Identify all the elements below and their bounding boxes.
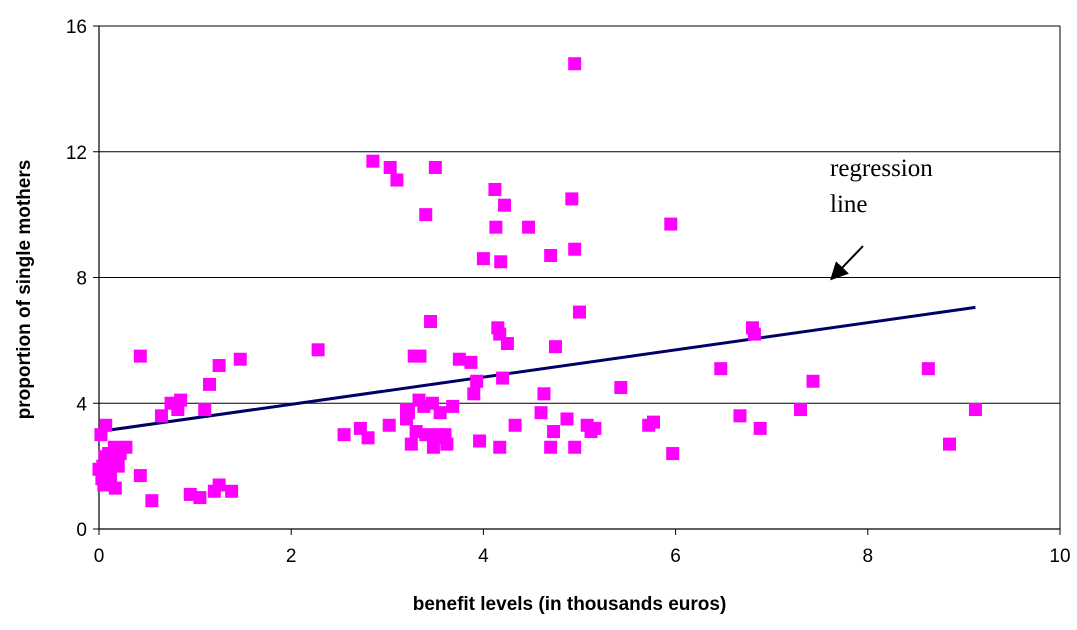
data-point <box>419 208 433 222</box>
data-point <box>99 418 113 432</box>
data-point <box>921 362 935 376</box>
data-point <box>493 440 507 454</box>
data-point <box>467 387 481 401</box>
y-axis-title: proportion of single mothers <box>14 160 35 420</box>
data-point <box>666 447 680 461</box>
data-point <box>452 352 466 366</box>
data-point <box>489 220 503 234</box>
data-point <box>440 437 454 451</box>
data-point <box>488 182 502 196</box>
data-point <box>108 481 122 495</box>
data-point <box>544 248 558 262</box>
data-point <box>464 355 478 369</box>
data-point <box>494 255 508 269</box>
data-point <box>508 418 522 432</box>
data-point <box>337 428 351 442</box>
axes: 0 4 8 12 16 0 2 4 6 8 10 <box>66 17 1071 567</box>
data-point <box>133 349 147 363</box>
data-point <box>193 491 207 505</box>
data-point <box>401 406 415 420</box>
annotation-text-line: regression <box>830 155 933 182</box>
data-point <box>588 421 602 435</box>
data-point <box>212 478 226 492</box>
data-point <box>500 337 514 351</box>
data-point <box>203 377 217 391</box>
x-tick-label: 6 <box>670 546 681 567</box>
data-point <box>794 403 808 417</box>
data-point <box>470 374 484 388</box>
annotation-text-line: line <box>830 191 868 218</box>
data-point <box>747 327 761 341</box>
data-point <box>433 406 447 420</box>
data-point <box>390 173 404 187</box>
data-point <box>806 374 820 388</box>
data-point <box>473 434 487 448</box>
x-tick-label: 10 <box>1049 546 1070 567</box>
data-point <box>573 305 586 319</box>
data-point <box>446 399 460 413</box>
data-point <box>382 418 396 432</box>
data-point <box>119 440 133 454</box>
data-point <box>498 198 512 212</box>
y-tick-label: 8 <box>76 269 87 290</box>
data-point <box>174 393 188 407</box>
data-point <box>212 359 226 373</box>
data-point <box>145 494 159 508</box>
x-tick-label: 4 <box>478 546 489 567</box>
data-point <box>133 469 147 483</box>
data-point <box>111 459 125 473</box>
regression-line-layer <box>98 305 976 434</box>
data-point <box>428 160 442 174</box>
data-point <box>537 387 551 401</box>
gridlines <box>99 25 1061 529</box>
data-point <box>522 220 536 234</box>
annotations: regression line <box>830 155 933 281</box>
data-point <box>968 403 982 417</box>
data-point <box>404 437 418 451</box>
data-point <box>733 409 747 423</box>
data-point <box>413 349 427 363</box>
x-tick-label: 2 <box>286 546 297 567</box>
data-point <box>419 428 433 442</box>
x-tick-label: 0 <box>94 546 105 567</box>
data-point <box>942 437 956 451</box>
y-tick-label: 4 <box>76 394 87 415</box>
data-point <box>225 484 239 498</box>
data-point <box>476 252 490 266</box>
data-point <box>568 440 582 454</box>
annotation-arrow <box>830 245 864 281</box>
x-tick-label: 8 <box>863 546 874 567</box>
data-point <box>646 415 660 429</box>
data-point <box>714 362 728 376</box>
y-tick-label: 16 <box>66 17 87 38</box>
data-point <box>233 352 247 366</box>
data-point <box>547 425 561 439</box>
data-point <box>366 154 380 168</box>
data-point <box>154 409 168 423</box>
data-point <box>548 340 562 354</box>
data-point <box>544 440 558 454</box>
data-points <box>92 57 982 508</box>
data-point <box>565 192 579 206</box>
data-point <box>664 217 678 231</box>
data-point <box>424 315 438 329</box>
data-point <box>614 381 628 395</box>
y-tick-label: 0 <box>76 520 87 541</box>
data-point <box>496 371 510 385</box>
data-point <box>383 160 397 174</box>
data-point <box>560 412 574 426</box>
x-axis-title: benefit levels (in thousands euros) <box>413 594 727 615</box>
data-point <box>534 406 548 420</box>
data-point <box>198 403 212 417</box>
regression-line <box>98 305 976 434</box>
data-point <box>753 421 767 435</box>
data-point <box>568 242 582 256</box>
data-point <box>361 431 375 445</box>
y-tick-label: 12 <box>66 143 87 164</box>
data-point <box>568 57 582 71</box>
data-point <box>311 343 325 357</box>
